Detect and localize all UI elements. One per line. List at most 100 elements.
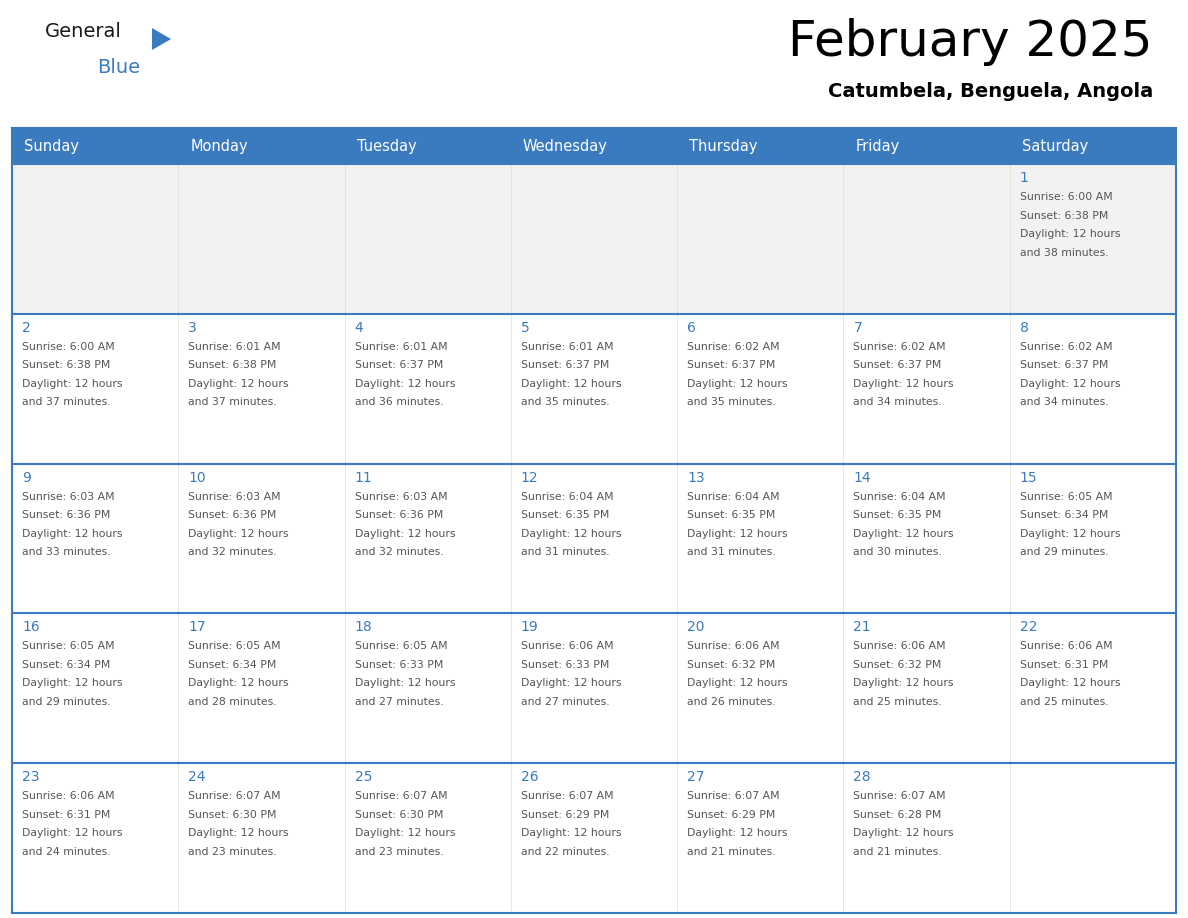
Text: Sunrise: 6:04 AM: Sunrise: 6:04 AM xyxy=(520,492,613,501)
Text: Sunrise: 6:05 AM: Sunrise: 6:05 AM xyxy=(1019,492,1112,501)
Text: Tuesday: Tuesday xyxy=(356,139,416,153)
Text: Sunset: 6:29 PM: Sunset: 6:29 PM xyxy=(520,810,609,820)
Text: Daylight: 12 hours: Daylight: 12 hours xyxy=(1019,379,1120,389)
Text: Daylight: 12 hours: Daylight: 12 hours xyxy=(853,379,954,389)
Text: Daylight: 12 hours: Daylight: 12 hours xyxy=(520,678,621,688)
Text: Sunrise: 6:05 AM: Sunrise: 6:05 AM xyxy=(188,642,280,652)
Text: Daylight: 12 hours: Daylight: 12 hours xyxy=(188,379,289,389)
Text: 28: 28 xyxy=(853,770,871,784)
Text: 8: 8 xyxy=(1019,320,1029,335)
Bar xyxy=(1010,314,1176,464)
Text: Daylight: 12 hours: Daylight: 12 hours xyxy=(520,828,621,838)
Text: 4: 4 xyxy=(354,320,364,335)
Bar xyxy=(677,314,843,464)
Text: and 35 minutes.: and 35 minutes. xyxy=(520,397,609,408)
Text: Sunrise: 6:05 AM: Sunrise: 6:05 AM xyxy=(354,642,447,652)
Text: and 29 minutes.: and 29 minutes. xyxy=(23,697,110,707)
Text: Sunset: 6:29 PM: Sunset: 6:29 PM xyxy=(687,810,776,820)
Bar xyxy=(345,464,511,613)
Text: Sunrise: 6:04 AM: Sunrise: 6:04 AM xyxy=(687,492,779,501)
Text: and 27 minutes.: and 27 minutes. xyxy=(354,697,443,707)
Text: Wednesday: Wednesday xyxy=(523,139,608,153)
Text: and 23 minutes.: and 23 minutes. xyxy=(354,846,443,856)
Text: Sunrise: 6:01 AM: Sunrise: 6:01 AM xyxy=(188,341,280,352)
Text: and 27 minutes.: and 27 minutes. xyxy=(520,697,609,707)
Text: Daylight: 12 hours: Daylight: 12 hours xyxy=(687,828,788,838)
Text: 9: 9 xyxy=(23,471,31,485)
Bar xyxy=(843,763,1010,913)
Text: and 31 minutes.: and 31 minutes. xyxy=(520,547,609,557)
Text: Sunrise: 6:07 AM: Sunrise: 6:07 AM xyxy=(520,791,613,801)
Text: Sunset: 6:35 PM: Sunset: 6:35 PM xyxy=(687,510,776,521)
Text: Sunset: 6:34 PM: Sunset: 6:34 PM xyxy=(23,660,110,670)
Text: and 31 minutes.: and 31 minutes. xyxy=(687,547,776,557)
Text: Sunrise: 6:03 AM: Sunrise: 6:03 AM xyxy=(354,492,447,501)
Bar xyxy=(345,164,511,314)
Bar xyxy=(677,464,843,613)
Text: 20: 20 xyxy=(687,621,704,634)
Text: and 25 minutes.: and 25 minutes. xyxy=(853,697,942,707)
Text: Sunrise: 6:03 AM: Sunrise: 6:03 AM xyxy=(188,492,280,501)
Text: Sunset: 6:35 PM: Sunset: 6:35 PM xyxy=(853,510,942,521)
Bar xyxy=(178,763,345,913)
Bar xyxy=(511,128,677,164)
Text: Sunset: 6:32 PM: Sunset: 6:32 PM xyxy=(687,660,776,670)
Text: Sunrise: 6:02 AM: Sunrise: 6:02 AM xyxy=(1019,341,1112,352)
Polygon shape xyxy=(152,28,171,50)
Bar xyxy=(1010,464,1176,613)
Bar xyxy=(677,613,843,763)
Bar xyxy=(511,464,677,613)
Text: Sunset: 6:30 PM: Sunset: 6:30 PM xyxy=(354,810,443,820)
Text: 18: 18 xyxy=(354,621,372,634)
Bar xyxy=(178,613,345,763)
Text: Daylight: 12 hours: Daylight: 12 hours xyxy=(23,828,122,838)
Text: 12: 12 xyxy=(520,471,538,485)
Text: Sunday: Sunday xyxy=(24,139,78,153)
Text: Sunset: 6:35 PM: Sunset: 6:35 PM xyxy=(520,510,609,521)
Text: Daylight: 12 hours: Daylight: 12 hours xyxy=(1019,678,1120,688)
Text: 5: 5 xyxy=(520,320,530,335)
Bar xyxy=(511,164,677,314)
Text: 21: 21 xyxy=(853,621,871,634)
Bar xyxy=(511,314,677,464)
Text: Thursday: Thursday xyxy=(689,139,758,153)
Text: and 38 minutes.: and 38 minutes. xyxy=(1019,248,1108,258)
Text: and 24 minutes.: and 24 minutes. xyxy=(23,846,110,856)
Text: Sunset: 6:34 PM: Sunset: 6:34 PM xyxy=(188,660,277,670)
Text: Daylight: 12 hours: Daylight: 12 hours xyxy=(23,379,122,389)
Text: Sunset: 6:37 PM: Sunset: 6:37 PM xyxy=(853,360,942,370)
Bar xyxy=(178,164,345,314)
Bar xyxy=(843,464,1010,613)
Text: Sunrise: 6:00 AM: Sunrise: 6:00 AM xyxy=(1019,192,1112,202)
Text: February 2025: February 2025 xyxy=(789,18,1154,66)
Text: Sunset: 6:37 PM: Sunset: 6:37 PM xyxy=(1019,360,1108,370)
Text: Daylight: 12 hours: Daylight: 12 hours xyxy=(188,529,289,539)
Text: and 36 minutes.: and 36 minutes. xyxy=(354,397,443,408)
Text: Daylight: 12 hours: Daylight: 12 hours xyxy=(687,678,788,688)
Text: Blue: Blue xyxy=(97,58,140,77)
Text: and 30 minutes.: and 30 minutes. xyxy=(853,547,942,557)
Text: Daylight: 12 hours: Daylight: 12 hours xyxy=(1019,229,1120,239)
Text: Daylight: 12 hours: Daylight: 12 hours xyxy=(23,678,122,688)
Text: Daylight: 12 hours: Daylight: 12 hours xyxy=(354,678,455,688)
Text: Sunrise: 6:06 AM: Sunrise: 6:06 AM xyxy=(687,642,779,652)
Text: Daylight: 12 hours: Daylight: 12 hours xyxy=(687,379,788,389)
Bar xyxy=(1010,613,1176,763)
Text: Sunrise: 6:01 AM: Sunrise: 6:01 AM xyxy=(354,341,447,352)
Bar xyxy=(178,128,345,164)
Text: General: General xyxy=(45,22,122,41)
Text: 19: 19 xyxy=(520,621,538,634)
Bar xyxy=(511,763,677,913)
Text: and 35 minutes.: and 35 minutes. xyxy=(687,397,776,408)
Text: and 21 minutes.: and 21 minutes. xyxy=(687,846,776,856)
Text: 1: 1 xyxy=(1019,171,1029,185)
Text: Saturday: Saturday xyxy=(1022,139,1088,153)
Text: Daylight: 12 hours: Daylight: 12 hours xyxy=(520,379,621,389)
Text: Catumbela, Benguela, Angola: Catumbela, Benguela, Angola xyxy=(828,82,1154,101)
Text: Daylight: 12 hours: Daylight: 12 hours xyxy=(354,529,455,539)
Text: Sunset: 6:36 PM: Sunset: 6:36 PM xyxy=(23,510,110,521)
Bar xyxy=(345,613,511,763)
Text: 17: 17 xyxy=(188,621,206,634)
Text: Daylight: 12 hours: Daylight: 12 hours xyxy=(1019,529,1120,539)
Text: and 34 minutes.: and 34 minutes. xyxy=(1019,397,1108,408)
